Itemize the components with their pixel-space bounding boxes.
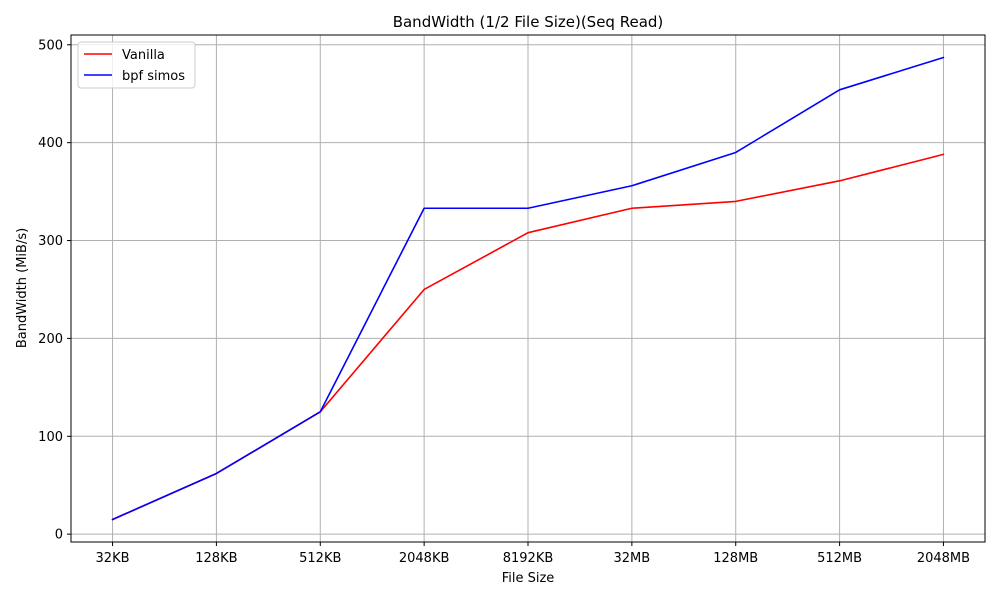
y-tick-label: 0 bbox=[55, 528, 63, 543]
x-tick-label: 512MB bbox=[817, 551, 862, 566]
series-line-bpf-simos bbox=[111, 56, 945, 521]
legend: Vanilla bpf simos bbox=[77, 41, 196, 89]
y-tick-label: 500 bbox=[38, 38, 63, 53]
y-tick-label: 400 bbox=[38, 136, 63, 151]
x-tick-label: 32MB bbox=[614, 551, 651, 566]
x-tick-label: 2048KB bbox=[399, 551, 450, 566]
x-tick-label: 2048MB bbox=[917, 551, 970, 566]
y-tick-label: 200 bbox=[38, 332, 63, 347]
y-tick-label: 100 bbox=[38, 430, 63, 445]
grid-layer bbox=[71, 35, 985, 542]
chart-title: BandWidth (1/2 File Size)(Seq Read) bbox=[393, 13, 664, 31]
legend-label-vanilla: Vanilla bbox=[122, 48, 165, 63]
y-axis-label: BandWidth (MiB/s) bbox=[15, 228, 30, 348]
ticks-layer: 32KB 128KB 512KB 2048KB 8192KB 32MB 128MB 512MB… bbox=[38, 38, 970, 566]
series-layer bbox=[111, 56, 945, 521]
x-tick-label: 512KB bbox=[299, 551, 341, 566]
x-tick-label: 128MB bbox=[713, 551, 758, 566]
x-axis-label: File Size bbox=[502, 571, 555, 586]
y-tick-label: 300 bbox=[38, 234, 63, 249]
legend-label-bpf-simos: bpf simos bbox=[122, 69, 185, 84]
x-tick-label: 128KB bbox=[195, 551, 237, 566]
x-tick-label: 8192KB bbox=[503, 551, 554, 566]
x-tick-label: 32KB bbox=[96, 551, 130, 566]
